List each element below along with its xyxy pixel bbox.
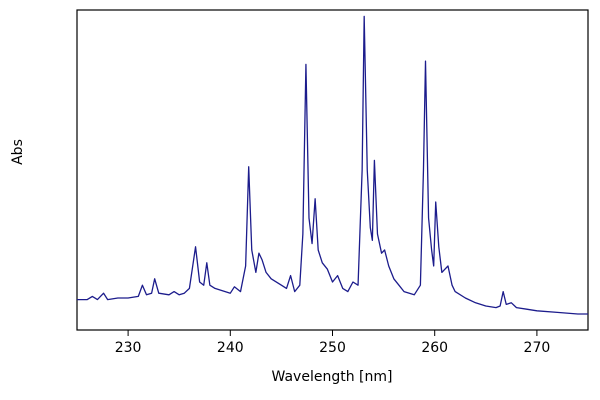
x-tick-label: 260 bbox=[421, 340, 448, 356]
y-axis-label: Abs bbox=[10, 139, 26, 165]
x-tick-label: 250 bbox=[319, 340, 346, 356]
x-tick-label: 230 bbox=[115, 340, 142, 356]
x-axis-label: Wavelength [nm] bbox=[272, 369, 393, 385]
spectrum-line bbox=[77, 15, 588, 315]
x-tick-label: 270 bbox=[524, 340, 551, 356]
x-tick-label: 240 bbox=[217, 340, 244, 356]
